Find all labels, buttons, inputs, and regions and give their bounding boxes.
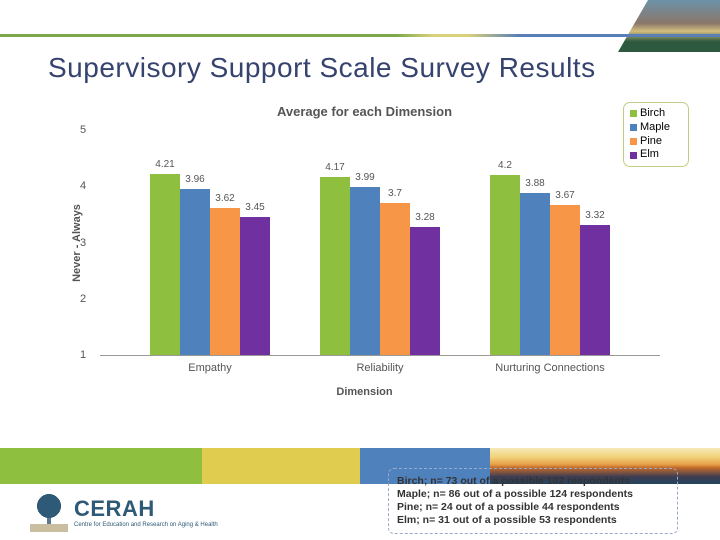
bar-value-label: 3.88 — [520, 178, 550, 189]
y-tick: 5 — [80, 124, 86, 136]
category-label: Nurturing Connections — [470, 362, 630, 374]
bar-value-label: 4.2 — [490, 160, 520, 171]
legend-label: Birch — [640, 107, 665, 121]
chart: Average for each Dimension Birch Maple P… — [62, 100, 667, 400]
bar: 3.88 — [520, 193, 550, 355]
y-tick: 1 — [80, 349, 86, 361]
legend-swatch — [630, 110, 637, 117]
bar-value-label: 3.7 — [380, 188, 410, 199]
bar: 3.32 — [580, 225, 610, 356]
bar: 4.21 — [150, 174, 180, 355]
bar-value-label: 4.21 — [150, 159, 180, 170]
bar: 3.45 — [240, 217, 270, 355]
note-line: Maple; n= 86 out of a possible 124 respo… — [397, 488, 669, 501]
logo-text: CERAH — [74, 496, 155, 521]
category-label: Empathy — [130, 362, 290, 374]
slide: Supervisory Support Scale Survey Results… — [0, 0, 720, 540]
bar-value-label: 3.28 — [410, 212, 440, 223]
y-tick: 2 — [80, 293, 86, 305]
note-line: Birch; n= 73 out of a possible 102 respo… — [397, 475, 669, 488]
bar: 4.2 — [490, 175, 520, 355]
bar: 3.7 — [380, 203, 410, 355]
bar: 3.28 — [410, 227, 440, 355]
x-axis-label: Dimension — [62, 386, 667, 398]
bar-group: 4.173.993.73.28 — [320, 177, 440, 355]
bar-value-label: 3.32 — [580, 210, 610, 221]
bar-group: 4.23.883.673.32 — [490, 175, 610, 355]
respondent-notes: Birch; n= 73 out of a possible 102 respo… — [388, 468, 678, 535]
plot-area: 4.213.963.623.45Empathy4.173.993.73.28Re… — [100, 130, 660, 355]
bar-value-label: 3.99 — [350, 172, 380, 183]
legend-item: Birch — [630, 107, 682, 121]
x-axis-line — [100, 355, 660, 356]
page-title: Supervisory Support Scale Survey Results — [48, 52, 596, 84]
bar-value-label: 3.96 — [180, 174, 210, 185]
strip-segment — [202, 448, 360, 484]
bar-value-label: 3.67 — [550, 190, 580, 201]
category-label: Reliability — [300, 362, 460, 374]
bar-group: 4.213.963.623.45 — [150, 174, 270, 355]
y-tick: 3 — [80, 237, 86, 249]
footer-logo: CERAH Centre for Education and Research … — [30, 492, 218, 532]
logo-subtext: Centre for Education and Research on Agi… — [74, 522, 218, 528]
bar: 4.17 — [320, 177, 350, 355]
bar-value-label: 3.45 — [240, 202, 270, 213]
bar: 3.99 — [350, 187, 380, 355]
note-line: Pine; n= 24 out of a possible 44 respond… — [397, 501, 669, 514]
chart-title: Average for each Dimension — [62, 104, 667, 119]
bar-value-label: 3.62 — [210, 193, 240, 204]
bar: 3.62 — [210, 208, 240, 355]
decorative-header-rule — [0, 34, 720, 37]
strip-segment — [0, 448, 202, 484]
bar-value-label: 4.17 — [320, 162, 350, 173]
y-tick: 4 — [80, 180, 86, 192]
tree-icon — [30, 492, 68, 532]
decorative-header-photo — [600, 0, 720, 52]
bar: 3.96 — [180, 189, 210, 356]
note-line: Elm; n= 31 out of a possible 53 responde… — [397, 514, 669, 527]
bar: 3.67 — [550, 205, 580, 355]
